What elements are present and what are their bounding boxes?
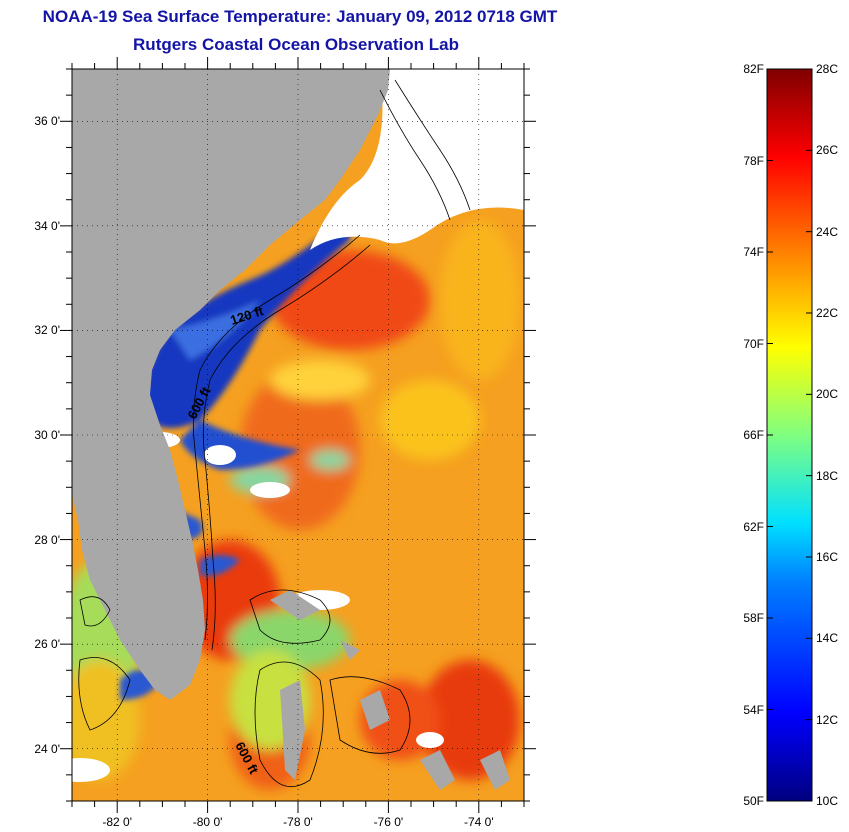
map-image: 120 ft 600 ft 600 ft xyxy=(72,69,524,801)
colorbar-f-label: 78F xyxy=(743,153,764,168)
bathymetry-contours xyxy=(78,79,471,788)
lon-tick-label: -74 0' xyxy=(463,815,494,829)
axis-ticks xyxy=(60,57,536,813)
map-title: NOAA-19 Sea Surface Temperature: January… xyxy=(42,7,558,26)
colorbar-f-label: 50F xyxy=(743,794,764,808)
colorbar-c-label: 16C xyxy=(816,550,839,564)
colorbar-f-label: 70F xyxy=(743,336,764,351)
lat-tick-label: 36 0' xyxy=(34,114,60,129)
colorbar-c-label: 22C xyxy=(816,306,839,320)
colorbar-c-label: 14C xyxy=(816,631,839,646)
lat-tick-label: 34 0' xyxy=(34,218,60,233)
lon-tick-label: -76 0' xyxy=(373,815,404,829)
graticule xyxy=(72,69,524,801)
colorbar-c-label: 18C xyxy=(816,468,839,483)
colorbar-f-label: 62F xyxy=(743,519,764,534)
colorbar-f-label: 82F xyxy=(743,62,764,76)
bahamas-islands xyxy=(270,590,510,790)
colorbar-c-label: 26C xyxy=(816,143,839,158)
colorbar-f-label: 54F xyxy=(743,702,764,717)
map-subtitle: Rutgers Coastal Ocean Observation Lab xyxy=(133,35,459,54)
colorbar-c-label: 24C xyxy=(816,224,839,239)
colorbar-f-label: 66F xyxy=(743,428,764,442)
land-mass xyxy=(72,69,390,700)
lon-tick-label: -82 0' xyxy=(102,815,133,829)
lon-tick-label: -80 0' xyxy=(192,815,223,829)
colorbar-c-label: 10C xyxy=(816,794,839,808)
lat-tick-label: 32 0' xyxy=(34,323,60,338)
lon-tick-label: -78 0' xyxy=(283,815,313,829)
lat-tick-label: 28 0' xyxy=(34,532,60,547)
colorbar-f-label: 58F xyxy=(743,611,764,625)
lat-tick-label: 30 0' xyxy=(34,428,60,442)
colorbar-c-label: 12C xyxy=(816,712,839,727)
colorbar-c-label: 28C xyxy=(816,62,839,76)
colorbar-f-label: 74F xyxy=(743,245,764,259)
colorbar-gradient xyxy=(766,68,813,802)
lat-tick-label: 26 0' xyxy=(34,637,60,652)
lat-tick-label: 24 0' xyxy=(34,741,60,756)
colorbar-c-label: 20C xyxy=(816,387,839,402)
